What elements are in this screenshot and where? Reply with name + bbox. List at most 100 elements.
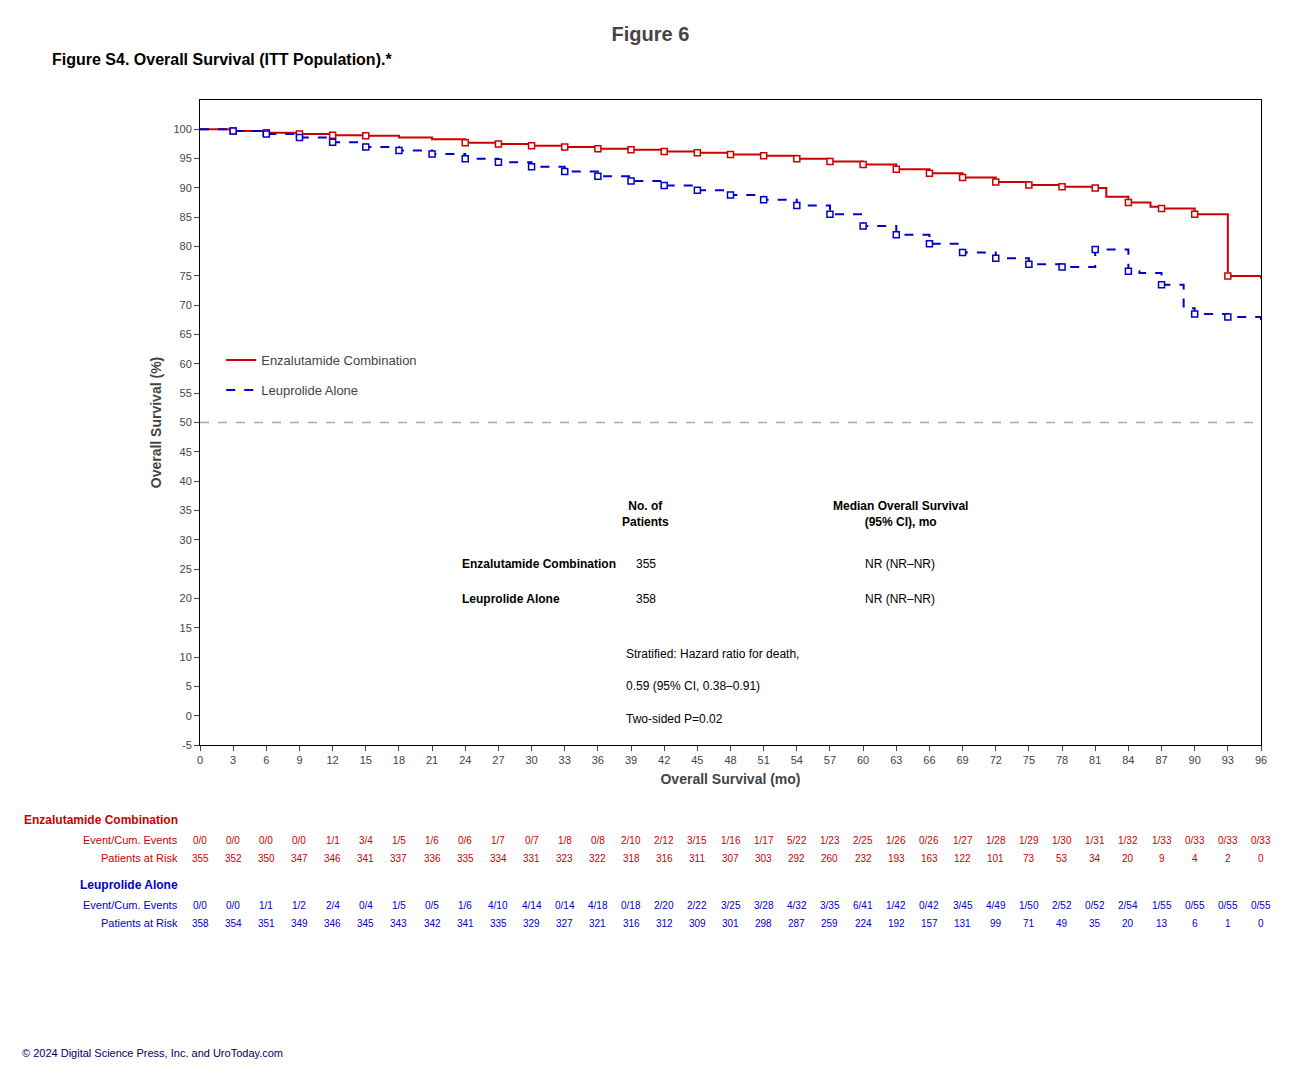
- svg-text:Figure 6: Figure 6: [612, 23, 690, 45]
- svg-text:192: 192: [888, 918, 905, 929]
- svg-text:122: 122: [954, 853, 971, 864]
- svg-text:346: 346: [324, 853, 341, 864]
- svg-text:20: 20: [1122, 918, 1134, 929]
- svg-text:87: 87: [1155, 754, 1167, 766]
- svg-text:336: 336: [424, 853, 441, 864]
- svg-text:78: 78: [1056, 754, 1068, 766]
- svg-text:3/25: 3/25: [721, 900, 741, 911]
- svg-text:6/41: 6/41: [853, 900, 873, 911]
- svg-text:65: 65: [180, 328, 192, 340]
- svg-text:99: 99: [990, 918, 1002, 929]
- svg-text:323: 323: [556, 853, 573, 864]
- svg-text:1/55: 1/55: [1152, 900, 1172, 911]
- svg-text:0/14: 0/14: [555, 900, 575, 911]
- svg-text:15: 15: [180, 622, 192, 634]
- svg-text:42: 42: [658, 754, 670, 766]
- svg-text:39: 39: [625, 754, 637, 766]
- svg-text:303: 303: [755, 853, 772, 864]
- svg-text:2/10: 2/10: [621, 835, 641, 846]
- svg-text:346: 346: [324, 918, 341, 929]
- svg-text:6: 6: [263, 754, 269, 766]
- svg-text:36: 36: [592, 754, 604, 766]
- svg-text:3/4: 3/4: [359, 835, 373, 846]
- svg-text:2/12: 2/12: [654, 835, 674, 846]
- svg-text:73: 73: [1023, 853, 1035, 864]
- svg-text:2/52: 2/52: [1052, 900, 1072, 911]
- svg-text:2/20: 2/20: [654, 900, 674, 911]
- svg-text:30: 30: [525, 754, 537, 766]
- svg-text:1/28: 1/28: [986, 835, 1006, 846]
- svg-text:0/26: 0/26: [919, 835, 939, 846]
- svg-text:60: 60: [857, 754, 869, 766]
- svg-text:84: 84: [1122, 754, 1134, 766]
- svg-text:15: 15: [360, 754, 372, 766]
- svg-text:No. ofPatients: No. ofPatients: [622, 499, 669, 529]
- svg-text:10: 10: [180, 651, 192, 663]
- svg-text:71: 71: [1023, 918, 1035, 929]
- svg-text:5: 5: [186, 680, 192, 692]
- svg-text:337: 337: [390, 853, 407, 864]
- svg-text:63: 63: [890, 754, 902, 766]
- svg-text:4/49: 4/49: [986, 900, 1006, 911]
- svg-text:Event/Cum. Events: Event/Cum. Events: [83, 899, 178, 911]
- svg-text:55: 55: [180, 387, 192, 399]
- svg-text:90: 90: [1189, 754, 1201, 766]
- svg-text:341: 341: [457, 918, 474, 929]
- svg-text:0/55: 0/55: [1185, 900, 1205, 911]
- svg-text:232: 232: [855, 853, 872, 864]
- svg-text:101: 101: [987, 853, 1004, 864]
- svg-text:27: 27: [492, 754, 504, 766]
- svg-text:Stratified: Hazard ratio for d: Stratified: Hazard ratio for death,: [626, 647, 799, 661]
- svg-text:20: 20: [1122, 853, 1134, 864]
- svg-text:318: 318: [623, 853, 640, 864]
- svg-text:0/55: 0/55: [1251, 900, 1271, 911]
- svg-text:80: 80: [180, 240, 192, 252]
- svg-text:0/18: 0/18: [621, 900, 641, 911]
- svg-text:54: 54: [791, 754, 803, 766]
- svg-text:352: 352: [225, 853, 242, 864]
- svg-text:131: 131: [954, 918, 971, 929]
- svg-text:193: 193: [888, 853, 905, 864]
- svg-text:358: 358: [636, 592, 656, 606]
- svg-text:0: 0: [186, 710, 192, 722]
- svg-text:1/17: 1/17: [754, 835, 774, 846]
- svg-text:355: 355: [636, 557, 656, 571]
- svg-text:Enzalutamide Combination: Enzalutamide Combination: [462, 557, 616, 571]
- svg-text:1/23: 1/23: [820, 835, 840, 846]
- svg-text:Patients at Risk: Patients at Risk: [101, 917, 178, 929]
- svg-text:2/25: 2/25: [853, 835, 873, 846]
- svg-text:335: 335: [457, 853, 474, 864]
- svg-text:95: 95: [180, 152, 192, 164]
- svg-text:3/35: 3/35: [820, 900, 840, 911]
- svg-text:329: 329: [523, 918, 540, 929]
- svg-text:3: 3: [230, 754, 236, 766]
- svg-text:358: 358: [192, 918, 209, 929]
- svg-text:331: 331: [523, 853, 540, 864]
- svg-text:1/5: 1/5: [392, 835, 406, 846]
- svg-text:85: 85: [180, 211, 192, 223]
- svg-text:4/14: 4/14: [522, 900, 542, 911]
- svg-text:0/5: 0/5: [425, 900, 439, 911]
- svg-text:90: 90: [180, 182, 192, 194]
- svg-text:4: 4: [1192, 853, 1198, 864]
- svg-text:Two-sided P=0.02: Two-sided P=0.02: [626, 712, 723, 726]
- svg-text:12: 12: [327, 754, 339, 766]
- svg-text:0/42: 0/42: [919, 900, 939, 911]
- svg-text:81: 81: [1089, 754, 1101, 766]
- svg-text:69: 69: [956, 754, 968, 766]
- svg-text:75: 75: [1023, 754, 1035, 766]
- svg-text:0/52: 0/52: [1085, 900, 1105, 911]
- svg-text:5/22: 5/22: [787, 835, 807, 846]
- svg-text:50: 50: [180, 416, 192, 428]
- svg-text:316: 316: [656, 853, 673, 864]
- svg-text:33: 33: [559, 754, 571, 766]
- svg-text:9: 9: [296, 754, 302, 766]
- svg-text:3/15: 3/15: [687, 835, 707, 846]
- svg-text:0/33: 0/33: [1218, 835, 1238, 846]
- svg-text:0: 0: [197, 754, 203, 766]
- svg-text:18: 18: [393, 754, 405, 766]
- svg-text:Event/Cum. Events: Event/Cum. Events: [83, 834, 178, 846]
- svg-text:48: 48: [724, 754, 736, 766]
- svg-text:49: 49: [1056, 918, 1068, 929]
- svg-text:350: 350: [258, 853, 275, 864]
